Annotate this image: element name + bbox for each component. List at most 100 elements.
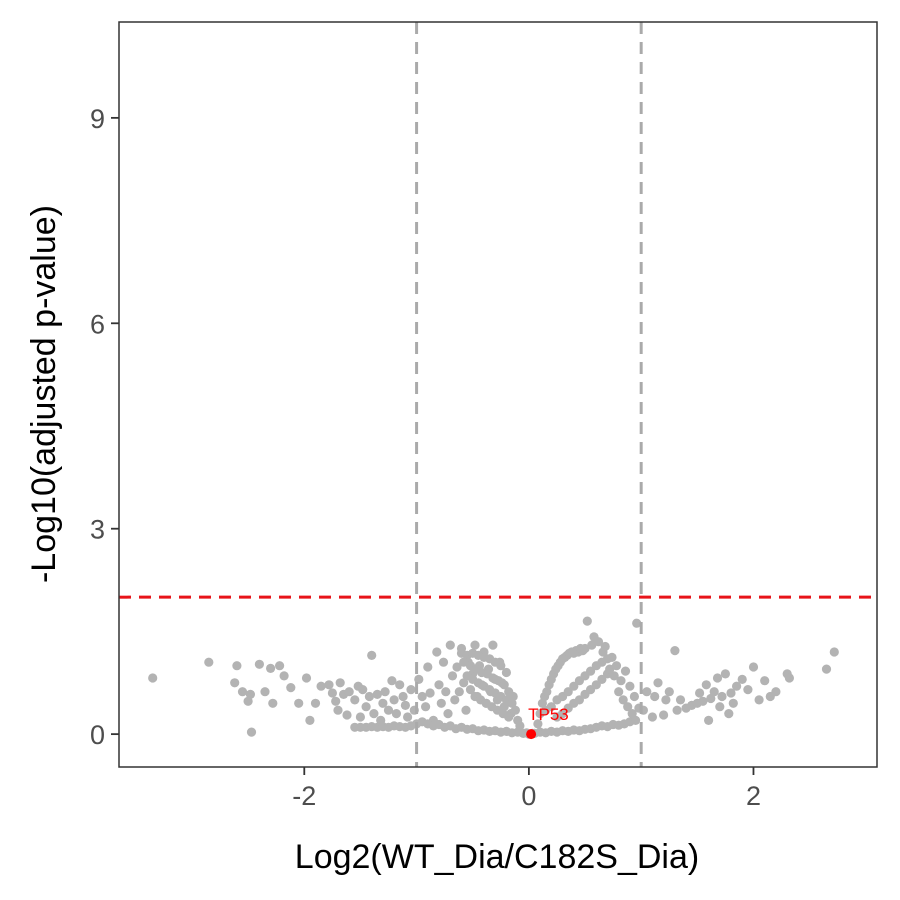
data-point bbox=[737, 674, 747, 685]
plot-border bbox=[118, 21, 878, 768]
data-point bbox=[389, 695, 399, 705]
data-point bbox=[294, 698, 304, 708]
data-point bbox=[501, 667, 511, 678]
data-point bbox=[695, 688, 705, 698]
data-point bbox=[400, 700, 410, 711]
data-point bbox=[627, 709, 637, 719]
data-point bbox=[675, 695, 686, 705]
x-tick-label: -2 bbox=[292, 781, 316, 811]
data-point bbox=[701, 680, 711, 690]
y-tick-label: 0 bbox=[90, 720, 105, 750]
data-point bbox=[436, 698, 446, 708]
data-point bbox=[488, 640, 498, 650]
data-point bbox=[254, 659, 264, 669]
data-point bbox=[372, 689, 382, 700]
data-point bbox=[148, 673, 158, 683]
data-point bbox=[760, 676, 770, 686]
data-point bbox=[327, 688, 337, 698]
data-point bbox=[605, 664, 615, 674]
data-point bbox=[316, 681, 326, 691]
data-point bbox=[445, 640, 455, 650]
data-point bbox=[260, 687, 270, 697]
data-point bbox=[391, 709, 401, 719]
y-tick-label: 6 bbox=[90, 309, 105, 339]
data-point bbox=[748, 662, 759, 672]
data-point bbox=[653, 678, 663, 688]
data-point bbox=[470, 640, 480, 650]
data-point bbox=[724, 709, 734, 719]
data-point bbox=[361, 702, 371, 712]
data-point bbox=[443, 709, 453, 719]
data-point bbox=[417, 691, 427, 702]
data-point bbox=[642, 687, 652, 697]
data-point bbox=[508, 691, 518, 702]
data-point bbox=[342, 710, 352, 720]
axes: -2 0 2 0 3 6 9 bbox=[90, 21, 878, 811]
data-point bbox=[611, 661, 622, 671]
data-point bbox=[586, 666, 596, 676]
data-point bbox=[369, 709, 379, 719]
data-point bbox=[344, 687, 354, 697]
data-point bbox=[709, 687, 719, 697]
data-point bbox=[403, 712, 413, 722]
data-point bbox=[432, 647, 442, 657]
data-point bbox=[614, 687, 624, 697]
data-point bbox=[301, 673, 312, 683]
data-point bbox=[829, 647, 839, 657]
data-point bbox=[732, 681, 742, 691]
data-point bbox=[672, 705, 682, 715]
data-point bbox=[712, 673, 723, 683]
x-tick-label: 0 bbox=[521, 781, 536, 811]
x-axis-title: Log2(WT_Dia/C182S_Dia) bbox=[295, 838, 699, 876]
data-point bbox=[367, 650, 377, 661]
data-point bbox=[533, 719, 543, 729]
data-point bbox=[246, 727, 257, 737]
data-point bbox=[704, 715, 714, 726]
data-point bbox=[459, 678, 469, 688]
data-point bbox=[245, 689, 255, 700]
data-point bbox=[434, 680, 444, 690]
data-point bbox=[465, 685, 476, 695]
data-point bbox=[728, 698, 738, 708]
data-point bbox=[447, 671, 458, 681]
data-point bbox=[670, 646, 680, 656]
data-point bbox=[454, 687, 464, 697]
data-point bbox=[406, 685, 416, 695]
data-point bbox=[398, 691, 408, 702]
plot-area: TP53 bbox=[119, 22, 877, 767]
data-point bbox=[421, 702, 431, 712]
data-point bbox=[715, 702, 725, 712]
data-point bbox=[542, 687, 552, 697]
data-point bbox=[821, 664, 832, 674]
data-point bbox=[593, 637, 604, 647]
data-point bbox=[335, 678, 345, 688]
data-point bbox=[618, 695, 628, 705]
data-point bbox=[632, 618, 642, 628]
data-point bbox=[623, 702, 633, 712]
data-point bbox=[706, 693, 716, 704]
data-point bbox=[378, 698, 388, 708]
data-point bbox=[609, 671, 619, 681]
data-point bbox=[664, 687, 674, 697]
data-point bbox=[204, 657, 214, 667]
data-point bbox=[383, 705, 394, 715]
data-point bbox=[461, 705, 471, 715]
data-point bbox=[629, 691, 640, 702]
data-point bbox=[324, 680, 334, 690]
data-point bbox=[380, 687, 390, 697]
data-point bbox=[616, 676, 626, 686]
data-point bbox=[607, 652, 617, 663]
data-point bbox=[237, 687, 248, 697]
y-axis-title: -Log10(adjusted p-value) bbox=[25, 205, 63, 583]
data-point bbox=[771, 687, 781, 697]
data-point bbox=[507, 698, 517, 708]
data-point bbox=[414, 674, 424, 685]
data-point bbox=[625, 681, 635, 691]
data-point bbox=[582, 616, 592, 626]
data-point bbox=[266, 663, 276, 674]
data-point bbox=[650, 691, 660, 702]
data-point bbox=[450, 695, 460, 705]
data-point bbox=[620, 666, 631, 676]
data-point bbox=[423, 662, 433, 672]
